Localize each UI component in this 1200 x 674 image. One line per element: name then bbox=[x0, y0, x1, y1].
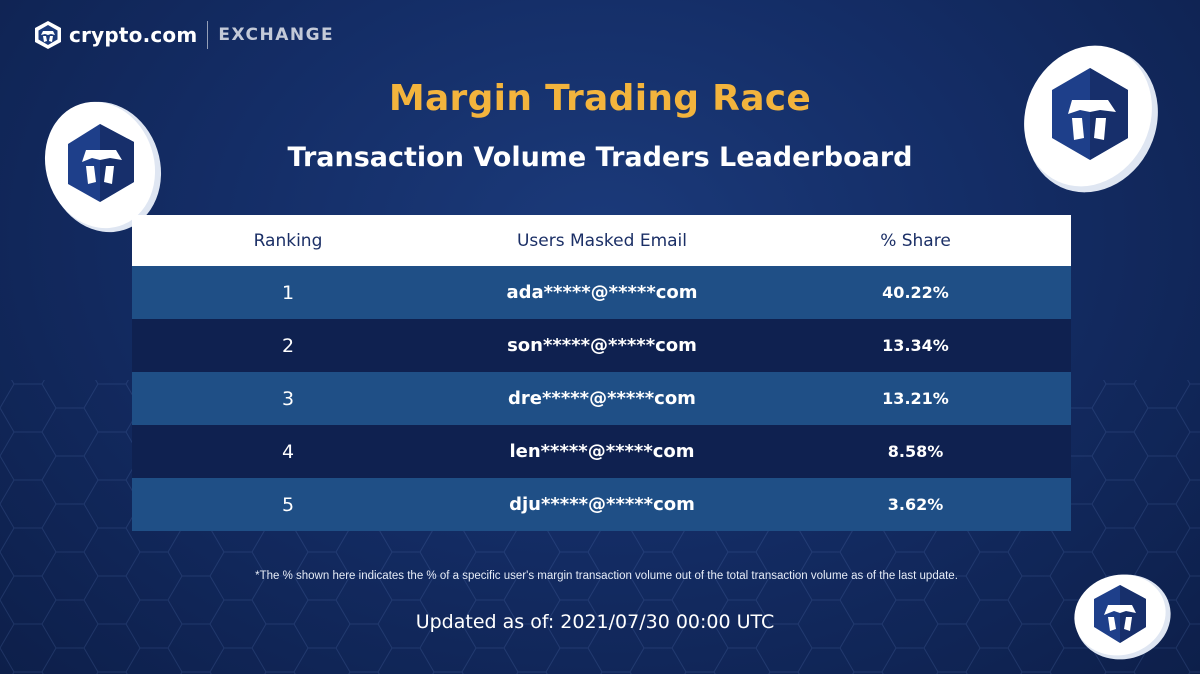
brand-divider bbox=[207, 21, 209, 49]
table-row: 5 dju*****@*****com 3.62% bbox=[132, 478, 1071, 531]
crypto-com-logo-icon bbox=[35, 21, 61, 49]
crypto-com-coin-icon bbox=[44, 101, 162, 233]
rank-cell: 1 bbox=[281, 281, 295, 304]
email-cell: dre*****@*****com bbox=[508, 388, 696, 409]
table-row: 3 dre*****@*****com 13.21% bbox=[132, 372, 1071, 425]
rank-cell: 5 bbox=[281, 493, 295, 516]
page-title: Margin Trading Race bbox=[388, 78, 812, 119]
email-cell: len*****@*****com bbox=[509, 441, 695, 462]
share-cell: 40.22% bbox=[882, 283, 949, 302]
table-row: 1 ada*****@*****com 40.22% bbox=[132, 266, 1071, 319]
header-email: Users Masked Email bbox=[516, 230, 687, 251]
share-cell: 13.34% bbox=[882, 336, 949, 355]
rank-cell: 2 bbox=[281, 334, 295, 357]
header-share: % Share bbox=[880, 230, 951, 251]
updated-timestamp: Updated as of: 2021/07/30 00:00 UTC bbox=[415, 611, 775, 633]
rank-cell: 4 bbox=[281, 440, 295, 463]
page-subtitle: Transaction Volume Traders Leaderboard bbox=[287, 142, 913, 173]
share-cell: 3.62% bbox=[887, 495, 944, 514]
table-row: 4 len*****@*****com 8.58% bbox=[132, 425, 1071, 478]
leaderboard-table: Ranking Users Masked Email % Share 1 ada… bbox=[132, 215, 1071, 531]
brand-name: crypto.com bbox=[69, 23, 198, 47]
email-cell: dju*****@*****com bbox=[509, 494, 695, 515]
crypto-com-coin-icon bbox=[1024, 45, 1158, 193]
table-header: Ranking Users Masked Email % Share bbox=[132, 215, 1071, 266]
rank-cell: 3 bbox=[281, 387, 295, 410]
email-cell: son*****@*****com bbox=[507, 335, 697, 356]
crypto-com-coin-icon bbox=[1074, 574, 1171, 660]
footnote: *The % shown here indicates the % of a s… bbox=[255, 570, 958, 582]
share-cell: 13.21% bbox=[882, 389, 949, 408]
brand-product: EXCHANGE bbox=[218, 25, 335, 45]
share-cell: 8.58% bbox=[887, 442, 944, 461]
brand-header: crypto.com EXCHANGE bbox=[33, 20, 334, 50]
header-ranking: Ranking bbox=[253, 230, 323, 251]
email-cell: ada*****@*****com bbox=[506, 282, 698, 303]
table-row: 2 son*****@*****com 13.34% bbox=[132, 319, 1071, 372]
